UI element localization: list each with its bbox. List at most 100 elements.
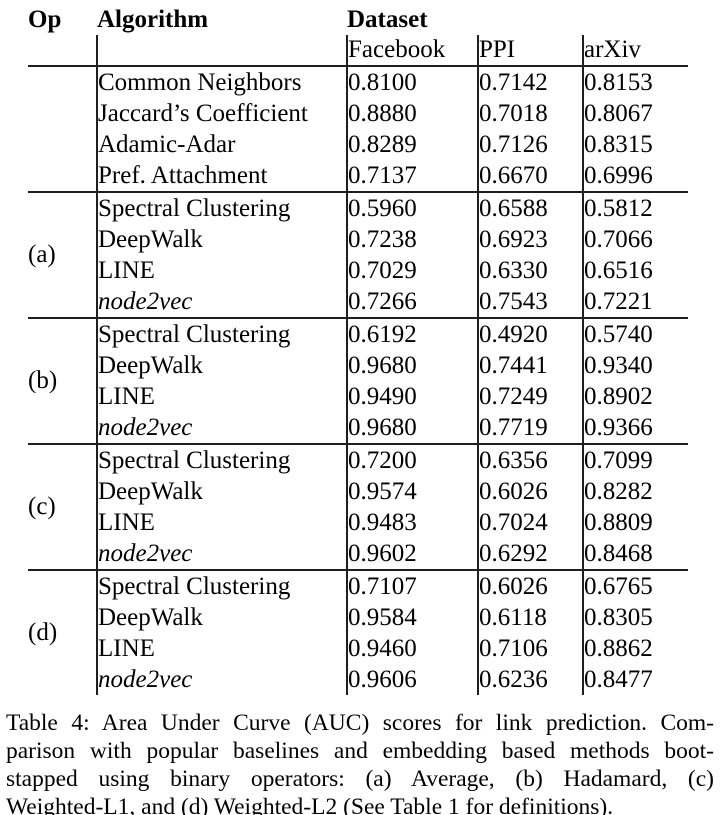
auc-value-cell: 0.7142 (478, 65, 584, 98)
auc-value-cell: 0.7099 (583, 443, 688, 476)
auc-value-cell: 0.6236 (478, 664, 584, 695)
table-row: node2vec 0.9602 0.6292 0.8468 (28, 538, 688, 570)
algorithm-cell: Pref. Attachment (97, 160, 348, 192)
auc-value-cell: 0.6356 (478, 443, 584, 476)
algorithm-cell: Spectral Clustering (97, 191, 348, 224)
algorithm-cell: LINE (97, 507, 348, 538)
auc-value-cell: 0.8153 (583, 65, 688, 98)
auc-value-cell: 0.8809 (584, 508, 653, 536)
auc-value-cell: 0.9584 (347, 602, 479, 633)
auc-value-cell: 0.8305 (584, 603, 653, 631)
table-row: Jaccard’s Coefficient 0.8880 0.7018 0.8067 (28, 98, 688, 129)
auc-value-cell: 0.7543 (478, 286, 584, 318)
auc-value-cell: 0.9680 (347, 412, 479, 444)
auc-value-cell: 0.8282 (584, 477, 653, 505)
auc-value-cell: 0.6330 (478, 255, 584, 286)
auc-value-cell: 0.9606 (347, 664, 479, 695)
algorithm-cell: DeepWalk (97, 476, 348, 507)
auc-value-cell: 0.7018 (478, 98, 584, 129)
facebook-column-header: Facebook (347, 35, 479, 66)
auc-value-cell: 0.9366 (584, 413, 653, 441)
auc-value-cell: 0.8315 (584, 130, 653, 158)
algorithm-cell: Spectral Clustering (97, 569, 348, 602)
auc-value-cell: 0.9460 (347, 633, 479, 664)
auc-value-cell: 0.7719 (478, 412, 584, 444)
auc-value-cell: 0.4920 (478, 317, 584, 350)
algorithm-cell: LINE (97, 255, 348, 286)
auc-value-cell: 0.7221 (584, 287, 653, 315)
auc-value-cell: 0.7238 (347, 224, 479, 255)
auc-value-cell: 0.8468 (584, 539, 653, 567)
auc-value-cell: 0.9340 (584, 351, 653, 379)
auc-value-cell: 0.7137 (347, 160, 479, 192)
auc-value-cell: 0.7024 (478, 507, 584, 538)
table-row: (b) Spectral Clustering 0.6192 0.4920 0.5740 (28, 317, 688, 444)
algorithm-header-spacer (97, 35, 348, 66)
table-row: LINE 0.9490 0.7249 0.8902 (28, 381, 688, 412)
auc-value-cell: 0.8902 (584, 382, 653, 410)
algorithm-cell: node2vec (97, 538, 348, 570)
dataset-column-group-header: Dataset (347, 6, 428, 33)
auc-value-cell: 0.7126 (478, 129, 584, 160)
algorithm-cell: DeepWalk (97, 350, 348, 381)
auc-value-cell: 0.5812 (583, 191, 688, 224)
auc-value-cell: 0.8100 (347, 65, 479, 98)
table-row: LINE 0.9483 0.7024 0.8809 (28, 507, 688, 538)
auc-value-cell: 0.7249 (478, 381, 584, 412)
auc-value-cell: 0.6026 (478, 476, 584, 507)
algorithm-cell: DeepWalk (97, 224, 348, 255)
table-row: (c) Spectral Clustering 0.7200 0.6356 0.7099 (28, 443, 688, 570)
auc-value-cell: 0.6026 (478, 569, 584, 602)
table-header-row-1: Op Algorithm Dataset (28, 6, 688, 35)
table-row: DeepWalk 0.9680 0.7441 0.9340 (28, 350, 688, 381)
caption-line: Weighted-L1, and (d) Weighted-L2 (See Ta… (6, 794, 614, 815)
table-row: Adamic-Adar 0.8289 0.7126 0.8315 (28, 129, 688, 160)
caption-line: stapped using binary operators: (a) Aver… (6, 766, 714, 792)
auc-value-cell: 0.6996 (584, 161, 653, 189)
ppi-column-header: PPI (478, 35, 584, 66)
algorithm-cell: LINE (97, 633, 348, 664)
auc-value-cell: 0.5740 (583, 317, 688, 350)
algorithm-cell: node2vec (97, 664, 348, 695)
table-header-row-2: Facebook PPI arXiv (28, 35, 688, 66)
table-body: Common Neighbors 0.8100 0.7142 0.8153 Jaccar… (28, 65, 688, 695)
table-row: Common Neighbors 0.8100 0.7142 0.8153 (28, 65, 688, 192)
arxiv-column-header: arXiv (584, 36, 641, 63)
op-label: (a) (28, 191, 98, 318)
auc-value-cell: 0.6923 (478, 224, 584, 255)
op-column-header: Op (28, 6, 62, 33)
auc-value-cell: 0.7200 (347, 443, 479, 476)
table-row: DeepWalk 0.9584 0.6118 0.8305 (28, 602, 688, 633)
auc-value-cell: 0.7266 (347, 286, 479, 318)
auc-value-cell: 0.9490 (347, 381, 479, 412)
algorithm-cell: node2vec (97, 412, 348, 444)
auc-value-cell: 0.9680 (347, 350, 479, 381)
auc-value-cell: 0.9602 (347, 538, 479, 570)
auc-value-cell: 0.7107 (347, 569, 479, 602)
algorithm-cell: node2vec (97, 286, 348, 318)
algorithm-cell: LINE (97, 381, 348, 412)
auc-value-cell: 0.7029 (347, 255, 479, 286)
auc-value-cell: 0.8862 (584, 634, 653, 662)
algorithm-column-header: Algorithm (97, 6, 209, 33)
algorithm-cell: Jaccard’s Coefficient (97, 98, 348, 129)
auc-value-cell: 0.6192 (347, 317, 479, 350)
table-row: LINE 0.9460 0.7106 0.8862 (28, 633, 688, 664)
auc-value-cell: 0.8477 (584, 665, 653, 693)
algorithm-cell: Adamic-Adar (97, 129, 348, 160)
auc-value-cell: 0.8067 (584, 99, 653, 127)
table-row: LINE 0.7029 0.6330 0.6516 (28, 255, 688, 286)
op-label: (c) (28, 443, 98, 570)
table-row: node2vec 0.7266 0.7543 0.7221 (28, 286, 688, 318)
auc-value-cell: 0.6292 (478, 538, 584, 570)
auc-value-cell: 0.6765 (583, 569, 688, 602)
auc-value-cell: 0.8289 (347, 129, 479, 160)
auc-results-table: Op Algorithm Dataset Facebook PPI arXiv … (28, 6, 688, 695)
algorithm-cell: Spectral Clustering (97, 317, 348, 350)
table-row: node2vec 0.9606 0.6236 0.8477 (28, 664, 688, 695)
auc-value-cell: 0.6118 (478, 602, 584, 633)
table-row: DeepWalk 0.7238 0.6923 0.7066 (28, 224, 688, 255)
auc-value-cell: 0.7106 (478, 633, 584, 664)
algorithm-cell: Common Neighbors (97, 65, 348, 98)
op-label (28, 65, 98, 192)
